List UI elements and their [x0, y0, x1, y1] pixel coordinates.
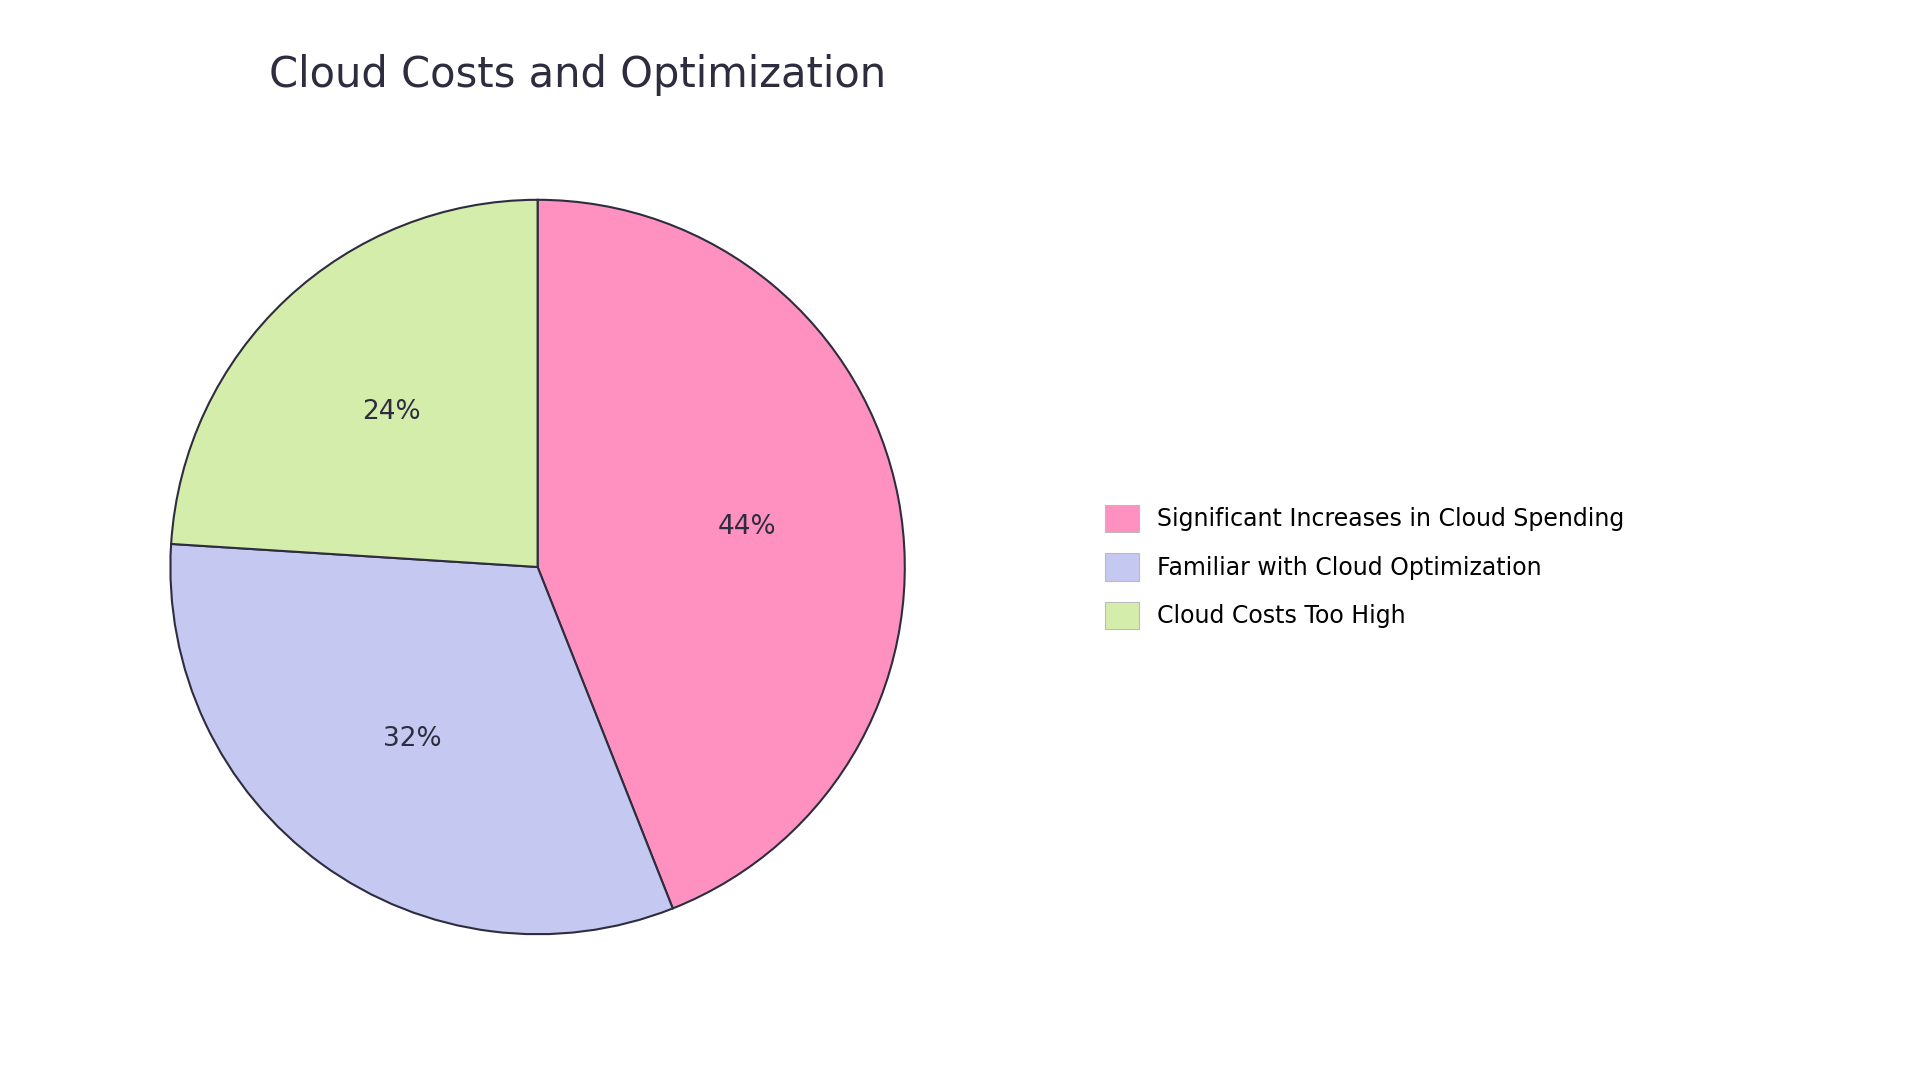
Text: 32%: 32% [384, 727, 442, 753]
Legend: Significant Increases in Cloud Spending, Familiar with Cloud Optimization, Cloud: Significant Increases in Cloud Spending,… [1081, 482, 1647, 652]
Wedge shape [171, 200, 538, 567]
Wedge shape [171, 544, 672, 934]
Wedge shape [538, 200, 904, 908]
Text: 24%: 24% [363, 399, 420, 424]
Text: 44%: 44% [718, 514, 776, 540]
Text: Cloud Costs and Optimization: Cloud Costs and Optimization [269, 54, 885, 96]
